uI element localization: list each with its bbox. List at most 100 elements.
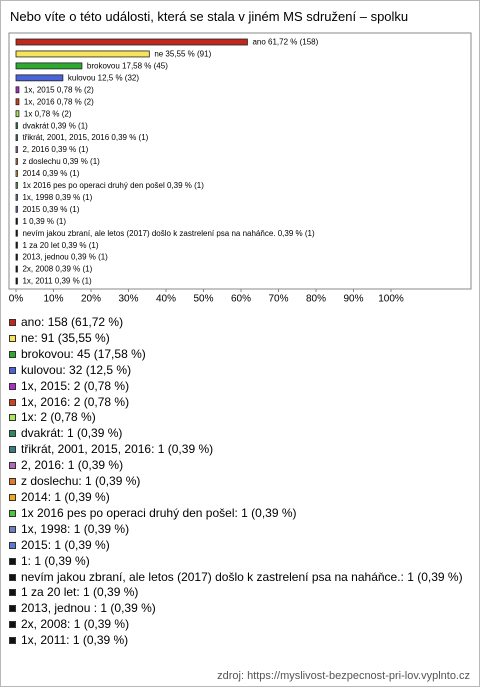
legend-label: ne: 91 (35,55 %) bbox=[21, 330, 110, 345]
legend-swatch bbox=[9, 334, 16, 342]
x-tick-label: 80% bbox=[306, 294, 326, 305]
legend-swatch bbox=[9, 430, 16, 438]
legend-swatch bbox=[9, 589, 16, 597]
legend-swatch bbox=[9, 462, 16, 470]
bar-label: 1x, 2011 0,39 % (1) bbox=[22, 277, 92, 286]
plot-frame bbox=[8, 32, 472, 290]
x-tick-label: 40% bbox=[156, 294, 176, 305]
legend-item: nevím jakou zbraní, ale letos (2017) doš… bbox=[9, 570, 471, 586]
legend-item: 2x, 2008: 1 (0,39 %) bbox=[9, 617, 471, 633]
bar-label: 1 za 20 let 0,39 % (1) bbox=[22, 241, 98, 250]
bar-label: 1x, 1998 0,39 % (1) bbox=[22, 193, 92, 202]
bar-label: z doslechu 0,39 % (1) bbox=[22, 157, 100, 166]
bar bbox=[15, 277, 18, 285]
bar bbox=[15, 241, 18, 249]
bar-label: 2x, 2008 0,39 % (1) bbox=[22, 265, 92, 274]
bar bbox=[15, 229, 18, 237]
legend-swatch bbox=[9, 605, 16, 613]
legend-item: 2015: 1 (0,39 %) bbox=[9, 538, 471, 554]
bar bbox=[15, 38, 248, 46]
bar-label: 1x, 2016 0,78 % (2) bbox=[24, 97, 94, 106]
legend-item: dvakrát: 1 (0,39 %) bbox=[9, 426, 471, 442]
legend-item: z doslechu: 1 (0,39 %) bbox=[9, 474, 471, 490]
legend-item: 1x, 2011: 1 (0,39 %) bbox=[9, 633, 471, 649]
legend-item: 1 za 20 let: 1 (0,39 %) bbox=[9, 585, 471, 601]
legend-swatch bbox=[9, 573, 16, 581]
bar bbox=[15, 134, 18, 142]
chart-title: Nebo víte o této události, která se stal… bbox=[10, 9, 409, 24]
bar bbox=[15, 253, 18, 261]
bar bbox=[15, 170, 18, 177]
legend-label: 1x 2016 pes po operaci druhý den pošel: … bbox=[21, 505, 297, 520]
bar bbox=[15, 146, 18, 153]
bar-label: 2013, jednou 0,39 % (1) bbox=[22, 253, 108, 262]
bar bbox=[15, 265, 18, 273]
x-tick-label: 0% bbox=[9, 294, 24, 305]
legend-label: 2013, jednou : 1 (0,39 %) bbox=[21, 601, 156, 616]
bar-label: 1 0,39 % (1) bbox=[22, 217, 66, 226]
legend-item: 1x, 2015: 2 (0,78 %) bbox=[9, 379, 471, 395]
bar bbox=[15, 50, 150, 58]
legend-swatch bbox=[9, 366, 16, 374]
legend-label: 2x, 2008: 1 (0,39 %) bbox=[21, 617, 130, 632]
bar bbox=[15, 122, 18, 130]
bar-label: třikrát, 2001, 2015, 2016 0,39 % (1) bbox=[22, 133, 148, 142]
bar-label: ano 61,72 % (158) bbox=[252, 38, 318, 47]
bar bbox=[15, 205, 18, 213]
legend-label: 1x, 2016: 2 (0,78 %) bbox=[21, 394, 130, 409]
legend-label: z doslechu: 1 (0,39 %) bbox=[21, 474, 141, 489]
legend-item: kulovou: 32 (12,5 %) bbox=[9, 363, 471, 379]
legend-label: 2014: 1 (0,39 %) bbox=[21, 489, 110, 504]
legend-swatch bbox=[9, 414, 16, 422]
bar bbox=[15, 74, 64, 82]
bar-label: 2, 2016 0,39 % (1) bbox=[22, 145, 88, 154]
x-tick-label: 100% bbox=[378, 294, 404, 305]
x-tick-label: 20% bbox=[81, 294, 101, 305]
x-tick-label: 60% bbox=[231, 294, 251, 305]
legend: ano: 158 (61,72 %) ne: 91 (35,55 %) brokov… bbox=[9, 315, 471, 649]
legend-label: 1: 1 (0,39 %) bbox=[21, 553, 90, 568]
legend-item: 2, 2016: 1 (0,39 %) bbox=[9, 458, 471, 474]
bar bbox=[15, 217, 18, 225]
source: zdroj: https://myslivost-bezpecnost-pri-… bbox=[217, 670, 470, 682]
legend-label: 2, 2016: 1 (0,39 %) bbox=[21, 458, 124, 473]
bar-label: brokovou 17,58 % (45) bbox=[87, 62, 168, 71]
bar-label: 1x, 2015 0,78 % (2) bbox=[24, 85, 94, 94]
legend-item: 1x: 2 (0,78 %) bbox=[9, 410, 471, 426]
legend-swatch bbox=[9, 478, 16, 486]
x-tick-label: 70% bbox=[268, 294, 288, 305]
legend-swatch bbox=[9, 398, 16, 406]
legend-label: třikrát, 2001, 2015, 2016: 1 (0,39 %) bbox=[21, 442, 214, 457]
legend-label: brokovou: 45 (17,58 %) bbox=[21, 346, 146, 361]
legend-label: ano: 158 (61,72 %) bbox=[21, 315, 124, 329]
legend-label: dvakrát: 1 (0,39 %) bbox=[21, 426, 123, 441]
x-tick-label: 10% bbox=[43, 294, 63, 305]
bar bbox=[15, 86, 20, 94]
legend-item: 2013, jednou : 1 (0,39 %) bbox=[9, 601, 471, 617]
legend-label: nevím jakou zbraní, ale letos (2017) doš… bbox=[21, 569, 463, 584]
legend-item: 1: 1 (0,39 %) bbox=[9, 554, 471, 570]
legend-swatch bbox=[9, 350, 16, 358]
legend-swatch bbox=[9, 446, 16, 454]
legend-item: 1x, 2016: 2 (0,78 %) bbox=[9, 395, 471, 411]
bar bbox=[15, 193, 18, 201]
legend-item: ano: 158 (61,72 %) bbox=[9, 315, 471, 331]
x-tick-label: 90% bbox=[343, 294, 363, 305]
legend-item: brokovou: 45 (17,58 %) bbox=[9, 347, 471, 363]
bar-label: 2015 0,39 % (1) bbox=[22, 205, 79, 214]
legend-item: 1x, 1998: 1 (0,39 %) bbox=[9, 522, 471, 538]
legend-label: kulovou: 32 (12,5 %) bbox=[21, 362, 132, 377]
chart: 0% 10% 20% 30% 40% 50% 60% 70% 80% 90% 100% ano 61,… bbox=[8, 32, 472, 305]
legend-label: 1 za 20 let: 1 (0,39 %) bbox=[21, 585, 139, 600]
legend-swatch bbox=[9, 637, 16, 645]
bar bbox=[15, 181, 18, 189]
bar bbox=[15, 62, 83, 70]
bar bbox=[15, 110, 20, 118]
legend-swatch bbox=[9, 382, 16, 390]
bar-label: ne 35,55 % (91) bbox=[154, 50, 211, 59]
legend-label: 2015: 1 (0,39 %) bbox=[21, 537, 110, 552]
x-tick-label: 50% bbox=[193, 294, 213, 305]
bar-label: nevím jakou zbraní, ale letos (2017) doš… bbox=[22, 229, 315, 238]
legend-swatch bbox=[9, 541, 16, 549]
